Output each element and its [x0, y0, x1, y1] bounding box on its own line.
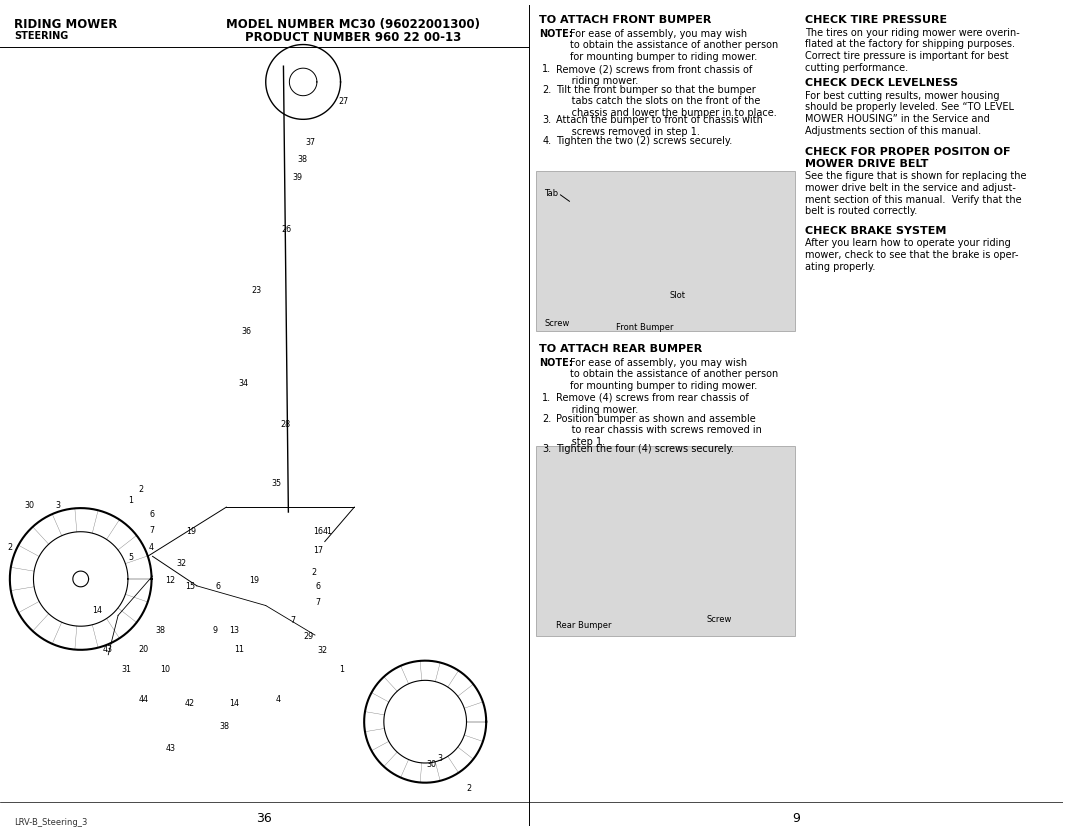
Text: 4: 4 — [149, 543, 154, 552]
Text: 34: 34 — [238, 379, 248, 388]
Text: 2: 2 — [138, 485, 144, 494]
Text: 2.: 2. — [542, 414, 552, 424]
Text: Tab: Tab — [544, 189, 558, 198]
Text: CHECK TIRE PRESSURE: CHECK TIRE PRESSURE — [805, 15, 947, 25]
Text: 4: 4 — [276, 695, 281, 704]
Text: 14: 14 — [229, 700, 240, 708]
Text: 1.: 1. — [542, 393, 552, 403]
Text: 2: 2 — [465, 784, 471, 793]
Text: 2: 2 — [8, 543, 12, 552]
Text: 37: 37 — [305, 138, 315, 148]
Text: MODEL NUMBER MC30 (96022001300): MODEL NUMBER MC30 (96022001300) — [226, 18, 480, 31]
Text: NOTE:: NOTE: — [539, 358, 573, 368]
Text: 6: 6 — [149, 510, 154, 519]
Text: 7: 7 — [315, 598, 321, 607]
Text: 35: 35 — [271, 479, 282, 488]
Text: 19: 19 — [248, 576, 259, 585]
Text: Tighten the two (2) screws securely.: Tighten the two (2) screws securely. — [556, 136, 732, 146]
Text: 39: 39 — [293, 173, 302, 182]
Text: 3.: 3. — [542, 115, 552, 125]
Bar — [537, 446, 795, 636]
Text: Screw: Screw — [544, 319, 569, 328]
Text: For ease of assembly, you may wish
to obtain the assistance of another person
fo: For ease of assembly, you may wish to ob… — [570, 358, 778, 390]
Text: 15: 15 — [185, 582, 195, 591]
Text: TO ATTACH REAR BUMPER: TO ATTACH REAR BUMPER — [539, 344, 703, 354]
Text: MOWER DRIVE BELT: MOWER DRIVE BELT — [805, 158, 929, 168]
Text: PRODUCT NUMBER 960 22 00-13: PRODUCT NUMBER 960 22 00-13 — [245, 31, 461, 43]
Text: 26: 26 — [282, 225, 292, 234]
Text: Position bumper as shown and assemble
     to rear chassis with screws removed i: Position bumper as shown and assemble to… — [556, 414, 762, 447]
Text: Slot: Slot — [670, 290, 685, 299]
Text: Remove (2) screws from front chassis of
     riding mower.: Remove (2) screws from front chassis of … — [556, 64, 753, 86]
Text: 43: 43 — [103, 646, 112, 655]
Text: 9: 9 — [792, 812, 799, 825]
Text: 41: 41 — [323, 527, 333, 536]
Text: 5: 5 — [129, 553, 134, 562]
Text: For best cutting results, mower housing
should be properly leveled. See “TO LEVE: For best cutting results, mower housing … — [805, 91, 1014, 136]
Text: 3: 3 — [55, 500, 60, 510]
Text: 12: 12 — [165, 576, 175, 585]
Text: LRV-B_Steering_3: LRV-B_Steering_3 — [14, 818, 87, 827]
Text: 44: 44 — [138, 695, 149, 704]
Text: 1.: 1. — [542, 64, 552, 74]
Text: Attach the bumper to front of chassis with
     screws removed in step 1.: Attach the bumper to front of chassis wi… — [556, 115, 762, 137]
Text: 4.: 4. — [542, 136, 552, 146]
Text: CHECK BRAKE SYSTEM: CHECK BRAKE SYSTEM — [805, 226, 946, 236]
Text: 1: 1 — [129, 495, 134, 505]
Text: 38: 38 — [219, 722, 229, 731]
Text: 42: 42 — [185, 700, 195, 708]
Text: 38: 38 — [297, 155, 307, 164]
Text: TO ATTACH FRONT BUMPER: TO ATTACH FRONT BUMPER — [539, 15, 712, 25]
Text: 3: 3 — [437, 754, 443, 762]
Text: 17: 17 — [313, 546, 323, 555]
Text: 30: 30 — [25, 500, 35, 510]
Text: 6: 6 — [216, 582, 221, 591]
Text: 19: 19 — [186, 527, 195, 536]
Text: The tires on your riding mower were overin-
flated at the factory for shipping p: The tires on your riding mower were over… — [805, 28, 1020, 73]
Text: 32: 32 — [318, 646, 328, 656]
Text: For ease of assembly, you may wish
to obtain the assistance of another person
fo: For ease of assembly, you may wish to ob… — [570, 29, 778, 62]
Text: 2.: 2. — [542, 85, 552, 95]
Text: 16: 16 — [313, 527, 323, 536]
Text: 11: 11 — [234, 646, 244, 655]
Text: 2: 2 — [311, 568, 316, 576]
Text: CHECK FOR PROPER POSITON OF: CHECK FOR PROPER POSITON OF — [805, 147, 1011, 157]
Text: Screw: Screw — [706, 615, 732, 625]
Text: STEERING: STEERING — [14, 31, 68, 41]
Text: 31: 31 — [121, 665, 131, 674]
Text: 23: 23 — [252, 286, 262, 295]
Text: 43: 43 — [165, 744, 175, 753]
Text: RIDING MOWER: RIDING MOWER — [14, 18, 117, 31]
Text: NOTE:: NOTE: — [539, 29, 573, 39]
Text: Front Bumper: Front Bumper — [616, 323, 674, 332]
Text: 36: 36 — [241, 328, 251, 336]
Text: 7: 7 — [149, 526, 154, 535]
Text: 14: 14 — [93, 606, 103, 615]
Text: Tighten the four (4) screws securely.: Tighten the four (4) screws securely. — [556, 445, 734, 455]
Text: After you learn how to operate your riding
mower, check to see that the brake is: After you learn how to operate your ridi… — [805, 239, 1018, 272]
Text: 27: 27 — [338, 97, 349, 106]
Bar — [537, 170, 795, 331]
Text: Rear Bumper: Rear Bumper — [556, 621, 611, 631]
Text: 7: 7 — [291, 615, 296, 625]
Text: 29: 29 — [302, 631, 313, 641]
Text: 6: 6 — [315, 582, 321, 591]
Text: 28: 28 — [281, 420, 291, 429]
Text: 32: 32 — [176, 559, 186, 568]
Text: Remove (4) screws from rear chassis of
     riding mower.: Remove (4) screws from rear chassis of r… — [556, 393, 748, 414]
Text: 36: 36 — [256, 812, 272, 825]
Text: 3.: 3. — [542, 445, 552, 455]
Text: 30: 30 — [427, 761, 436, 770]
Text: 13: 13 — [229, 626, 240, 635]
Text: 10: 10 — [160, 665, 171, 674]
Text: See the figure that is shown for replacing the
mower drive belt in the service a: See the figure that is shown for replaci… — [805, 172, 1027, 216]
Text: CHECK DECK LEVELNESS: CHECK DECK LEVELNESS — [805, 78, 958, 88]
Text: 9: 9 — [213, 626, 218, 635]
Text: 38: 38 — [156, 626, 165, 635]
Text: 1: 1 — [339, 665, 345, 674]
Text: 20: 20 — [138, 646, 149, 655]
Text: Tilt the front bumper so that the bumper
     tabs catch the slots on the front : Tilt the front bumper so that the bumper… — [556, 85, 777, 118]
